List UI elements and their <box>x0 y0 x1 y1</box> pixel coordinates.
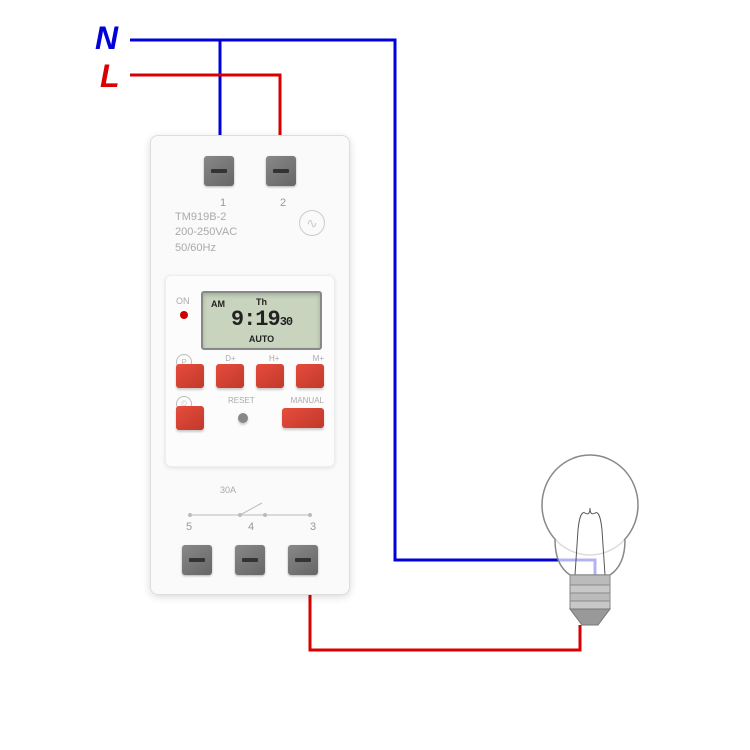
terminal-5[interactable] <box>182 545 212 575</box>
bottom-terminal-block <box>170 532 330 587</box>
terminal-2-label: 2 <box>280 197 286 209</box>
terminal-1[interactable] <box>204 156 234 186</box>
top-terminal-block <box>188 143 312 198</box>
minute-plus-button[interactable] <box>296 364 324 388</box>
terminal-4[interactable] <box>235 545 265 575</box>
clock-button[interactable] <box>176 406 204 430</box>
terminal-3[interactable] <box>288 545 318 575</box>
power-led-icon <box>180 311 188 319</box>
model-number: TM919B-2 <box>175 210 237 225</box>
current-rating: 30A <box>220 485 236 495</box>
hour-plus-button[interactable] <box>256 364 284 388</box>
lcd-ampm: AM <box>211 299 225 309</box>
button-row1 <box>176 364 324 388</box>
terminal-2[interactable] <box>266 156 296 186</box>
day-plus-button[interactable] <box>216 364 244 388</box>
lcd-display: AM Th 9:1930 AUTO <box>201 291 322 350</box>
program-button[interactable] <box>176 364 204 388</box>
lcd-time: 9:1930 <box>231 307 292 332</box>
timer-switch-device: 1 2 TM919B-2 200-250VAC 50/60Hz ∿ ON AM … <box>150 135 350 595</box>
light-bulb-icon <box>530 450 650 630</box>
control-panel: ON AM Th 9:1930 AUTO P D+ H+ M+ <box>165 275 335 467</box>
manual-button[interactable] <box>282 408 324 428</box>
reset-button[interactable] <box>238 413 248 423</box>
lcd-mode: AUTO <box>249 334 274 344</box>
terminal-1-label: 1 <box>220 197 226 209</box>
ac-symbol-icon: ∿ <box>299 210 325 236</box>
frequency-rating: 50/60Hz <box>175 241 237 256</box>
on-label: ON <box>176 296 190 306</box>
voltage-rating: 200-250VAC <box>175 225 237 240</box>
button-row2 <box>176 406 324 430</box>
wiring-diagram <box>0 0 750 750</box>
device-info: TM919B-2 200-250VAC 50/60Hz <box>175 210 237 256</box>
lcd-day: Th <box>256 297 267 307</box>
